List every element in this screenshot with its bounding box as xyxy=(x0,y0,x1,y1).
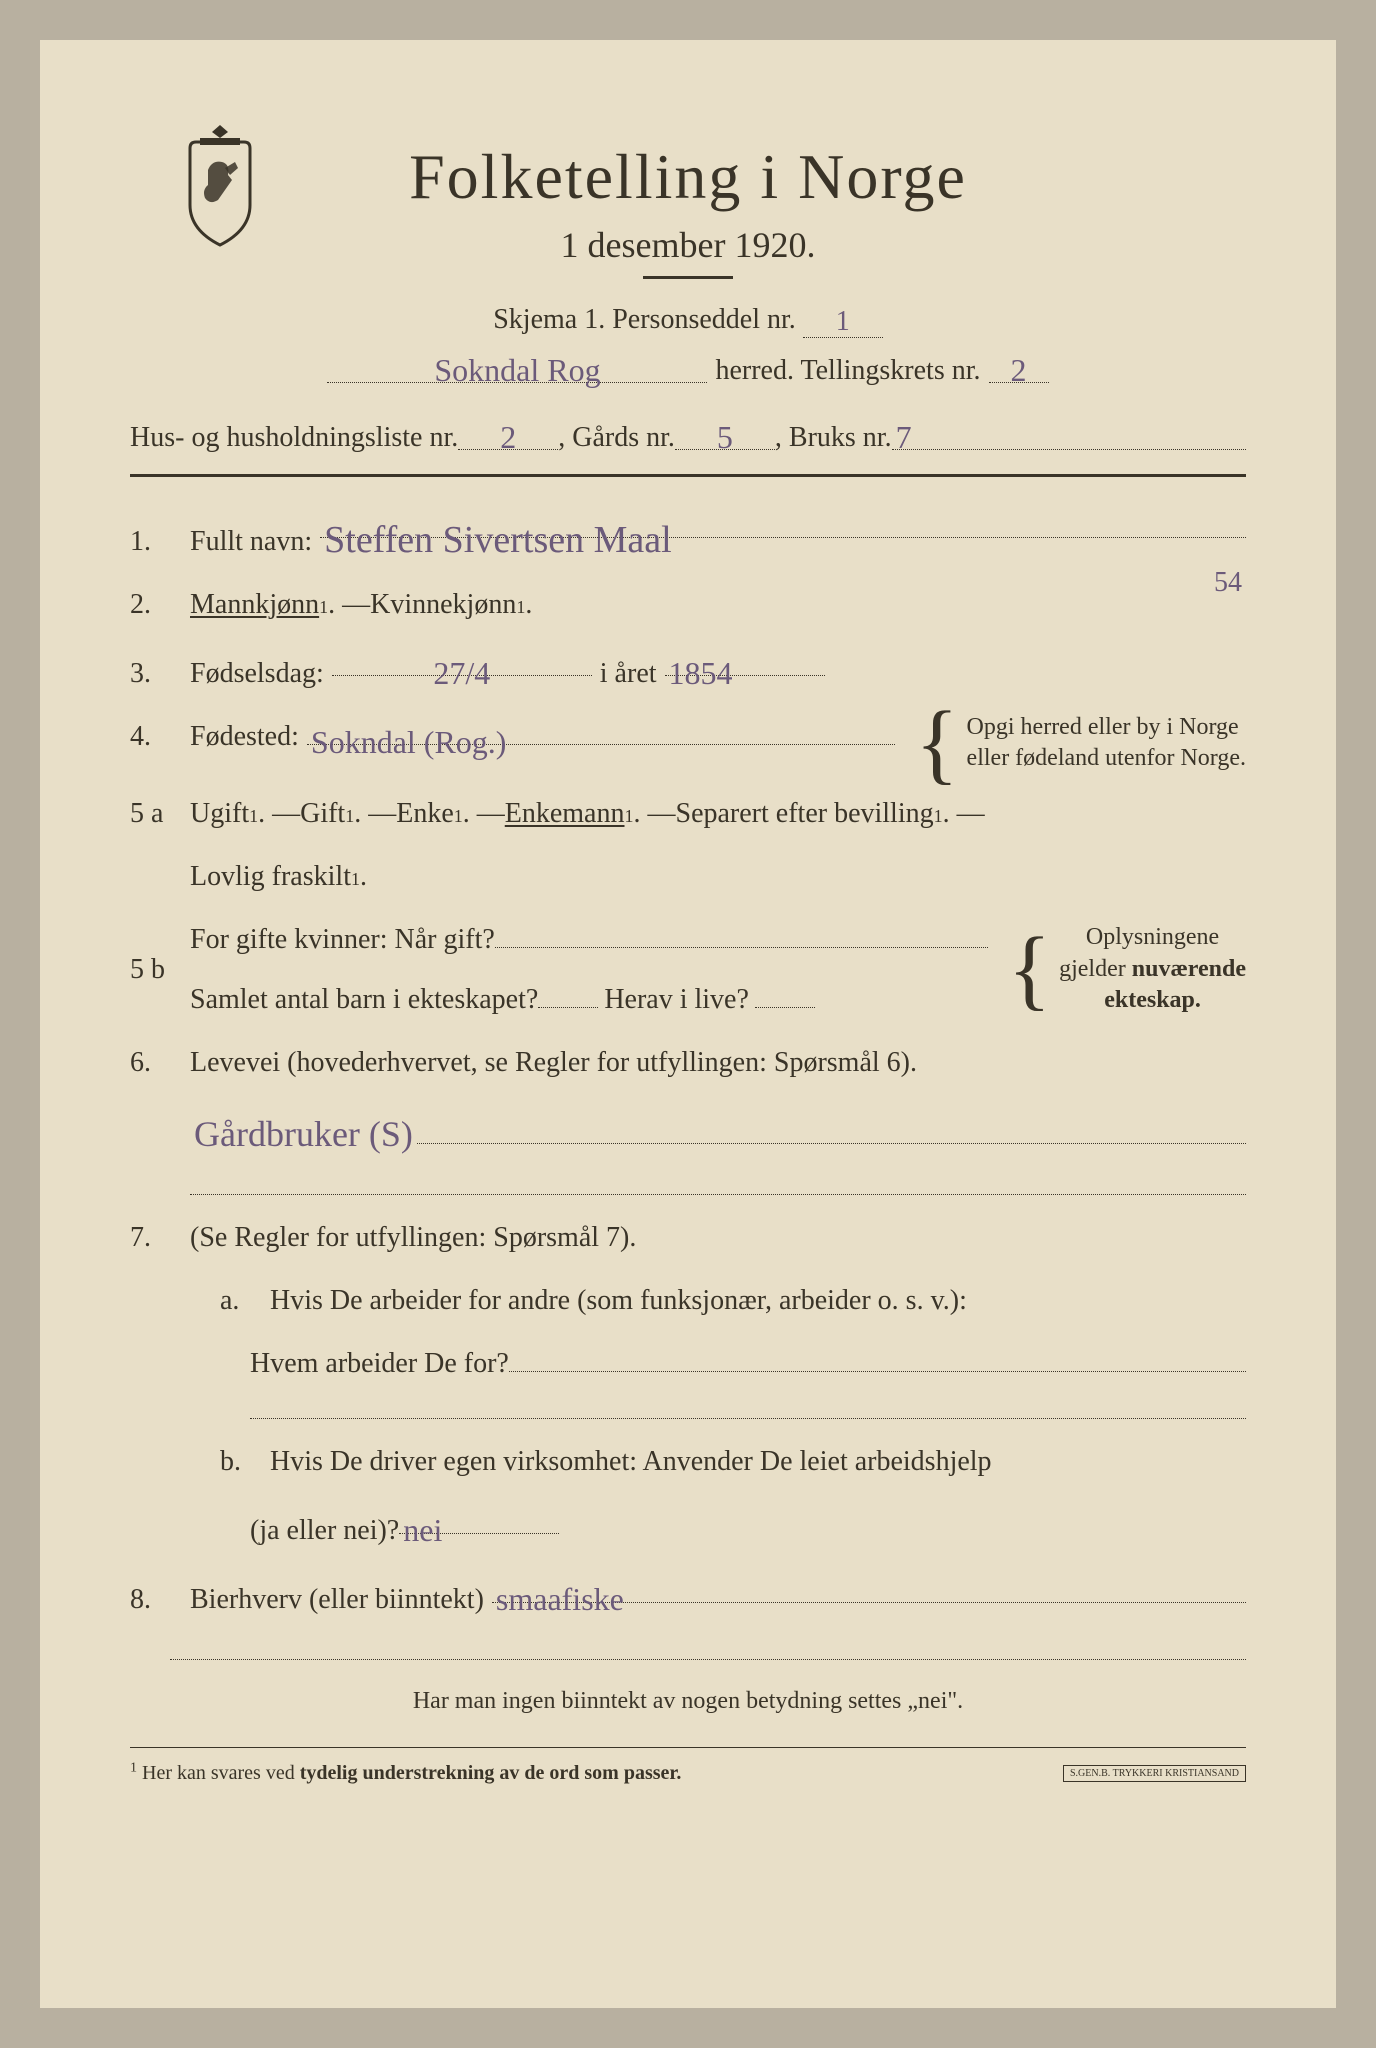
brace-icon: { xyxy=(915,712,958,775)
q5b-note3: ekteskap. xyxy=(1059,985,1246,1016)
skjema-label: Skjema 1. Personseddel nr. xyxy=(493,304,796,335)
q5a-gift: Gift xyxy=(300,789,345,838)
q5a-sep: Separert efter bevilling xyxy=(676,789,934,838)
q4-note1: Opgi herred eller by i Norge xyxy=(967,712,1246,743)
q7a-blank-line xyxy=(250,1418,1246,1419)
form-body: 1. Fullt navn: Steffen Sivertsen Maal 2.… xyxy=(130,505,1246,1792)
q5a-row2: Lovlig fraskilt1. xyxy=(130,852,1246,901)
footer-dots xyxy=(170,1659,1246,1660)
q6-label: Levevei (hovederhvervet, se Regler for u… xyxy=(190,1038,917,1087)
brace-icon: { xyxy=(1008,938,1051,1001)
q1-label: Fullt navn: xyxy=(190,517,312,566)
hus-label1: Hus- og husholdningsliste nr. xyxy=(130,422,458,454)
occupation-value: Gårdbruker (S) xyxy=(190,1103,417,1166)
full-name-value: Steffen Sivertsen Maal xyxy=(320,519,676,561)
herred-name: Sokndal Rog xyxy=(430,352,604,388)
side-annotation-54: 54 xyxy=(1210,558,1246,607)
q8-label: Bierhverv (eller biinntekt) xyxy=(190,1575,484,1624)
main-divider xyxy=(130,474,1246,477)
coat-of-arms-icon xyxy=(170,120,270,250)
q5b-l3: Herav i live? xyxy=(604,975,749,1024)
q5b-note2: gjelder nuværende xyxy=(1059,954,1246,985)
q5a-lov: Lovlig fraskilt xyxy=(190,852,351,901)
skjema-line: Skjema 1. Personseddel nr. 1 xyxy=(130,304,1246,338)
q5a-ugift: Ugift xyxy=(190,789,249,838)
q7-label: (Se Regler for utfyllingen: Spørsmål 7). xyxy=(190,1213,636,1262)
q6-blank-line xyxy=(190,1194,1246,1195)
q8-num: 8. xyxy=(130,1575,190,1624)
herred-label: herred. Tellingskrets nr. xyxy=(715,355,980,387)
q3-mid: i året xyxy=(600,649,657,698)
q7b-row: b. Hvis De driver egen virksomhet: Anven… xyxy=(130,1437,1246,1486)
page-title: Folketelling i Norge xyxy=(130,140,1246,214)
q7b-row2: (ja eller nei)? nei xyxy=(130,1500,1246,1555)
footer-note: Har man ingen biinntekt av nogen betydni… xyxy=(130,1680,1246,1722)
q5a-enke: Enke xyxy=(396,789,454,838)
q7a-row: a. Hvis De arbeider for andre (som funks… xyxy=(130,1276,1246,1325)
q7b-num: b. xyxy=(210,1437,270,1486)
q1-row: 1. Fullt navn: Steffen Sivertsen Maal xyxy=(130,505,1246,566)
footnote-text: Her kan svares ved tydelig understreknin… xyxy=(142,1762,681,1784)
form-header: Folketelling i Norge 1 desember 1920. Sk… xyxy=(130,140,1246,387)
q2-row: 2. Mannkjønn1. — Kvinnekjønn1. 54 xyxy=(130,580,1246,629)
q5a-enkemann: Enkemann xyxy=(505,789,625,838)
q6-row: 6. Levevei (hovederhvervet, se Regler fo… xyxy=(130,1038,1246,1087)
q4-note2: eller fødeland utenfor Norge. xyxy=(967,743,1246,774)
footnote-row: 1 Her kan svares ved tydelig understrekn… xyxy=(130,1747,1246,1791)
hus-line: Hus- og husholdningsliste nr. 2 , Gårds … xyxy=(130,417,1246,454)
q3-label: Fødselsdag: xyxy=(190,649,324,698)
q5b-note-block: { Oplysningene gjelder nuværende ekteska… xyxy=(1000,922,1246,1016)
q7b-text2: (ja eller nei)? xyxy=(250,1506,399,1555)
q6-num: 6. xyxy=(130,1038,190,1087)
q7-num: 7. xyxy=(130,1213,190,1262)
herred-line: Sokndal Rog herred. Tellingskrets nr. 2 xyxy=(130,350,1246,387)
q8-row: 8. Bierhverv (eller biinntekt) smaafiske xyxy=(130,1569,1246,1624)
hus-label3: , Bruks nr. xyxy=(775,422,892,454)
q5b-l1: For gifte kvinner: Når gift? xyxy=(190,915,495,964)
q5b-note1: Oplysningene xyxy=(1059,922,1246,953)
page-subtitle: 1 desember 1920. xyxy=(130,224,1246,266)
q5b-l2: Samlet antal barn i ekteskapet? xyxy=(190,975,538,1024)
hus-nr: 2 xyxy=(496,419,520,455)
census-form-page: Folketelling i Norge 1 desember 1920. Sk… xyxy=(40,40,1336,2008)
q4-num: 4. xyxy=(130,712,190,761)
birth-day: 27/4 xyxy=(429,655,494,691)
krets-nr: 2 xyxy=(1007,352,1031,388)
personseddel-nr: 1 xyxy=(832,306,854,337)
q8-value: smaafiske xyxy=(492,1581,628,1617)
q6-value-row: Gårdbruker (S) xyxy=(130,1101,1246,1164)
q4-note-block: { Opgi herred eller by i Norge eller fød… xyxy=(907,712,1246,775)
q2-female: Kvinnekjønn xyxy=(370,580,516,629)
q5a-row: 5 a Ugift1. — Gift1. — Enke1. — Enkemann… xyxy=(130,789,1246,838)
q5b-row: 5 b For gifte kvinner: Når gift? Samlet … xyxy=(130,915,1246,1024)
q3-num: 3. xyxy=(130,649,190,698)
q3-row: 3. Fødselsdag: 27/4 i året 1854 xyxy=(130,643,1246,698)
q7b-value: nei xyxy=(399,1512,446,1548)
printer-mark: S.GEN.B. TRYKKERI KRISTIANSAND xyxy=(1063,1765,1246,1782)
q2-num: 2. xyxy=(130,580,190,629)
birth-year: 1854 xyxy=(665,655,737,691)
q5b-num: 5 b xyxy=(130,945,190,994)
hus-label2: , Gårds nr. xyxy=(558,422,675,454)
q7a-row2: Hvem arbeider De for? xyxy=(130,1339,1246,1389)
q1-num: 1. xyxy=(130,517,190,566)
q7b-text1: Hvis De driver egen virksomhet: Anvender… xyxy=(270,1437,992,1486)
q7a-num: a. xyxy=(210,1276,270,1325)
q5a-num: 5 a xyxy=(130,789,190,838)
bruks-nr: 7 xyxy=(892,419,916,455)
gards-nr: 5 xyxy=(713,419,737,455)
q2-male: Mannkjønn xyxy=(190,580,319,629)
title-divider xyxy=(643,276,733,279)
footnote-marker: 1 xyxy=(130,1761,137,1776)
q4-label: Fødested: xyxy=(190,712,299,761)
q7a-text2: Hvem arbeider De for? xyxy=(250,1339,509,1388)
birthplace-value: Sokndal (Rog.) xyxy=(307,724,511,760)
q4-row: 4. Fødested: Sokndal (Rog.) { Opgi herre… xyxy=(130,712,1246,775)
q7a-text1: Hvis De arbeider for andre (som funksjon… xyxy=(270,1276,967,1325)
q7-row: 7. (Se Regler for utfyllingen: Spørsmål … xyxy=(130,1213,1246,1262)
